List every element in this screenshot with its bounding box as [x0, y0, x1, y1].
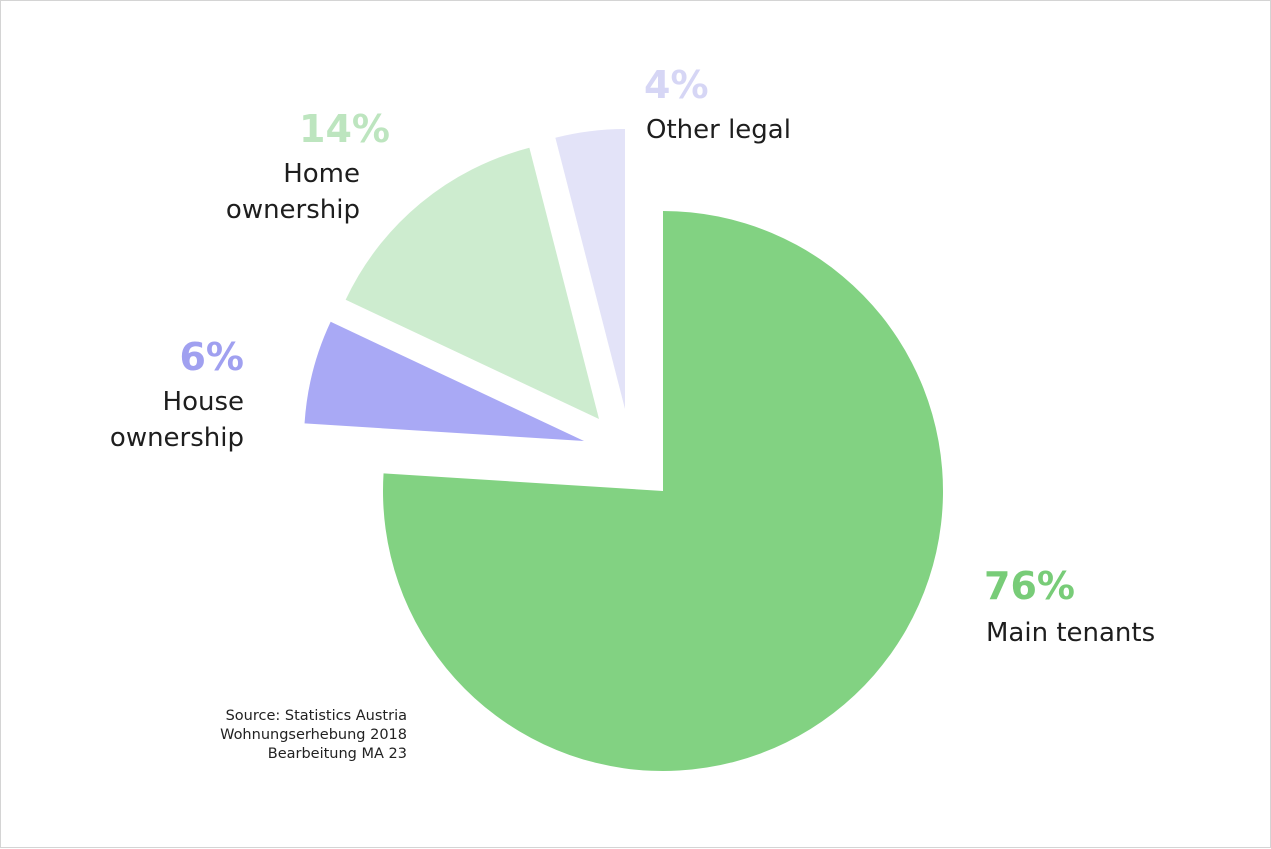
source-note: Source: Statistics Austria Wohnungserheb… [220, 707, 407, 764]
pie-slice [345, 147, 599, 419]
slice-label: House ownership [109, 387, 244, 453]
slice-label: Other legal [646, 115, 791, 145]
source-line: Wohnungserhebung 2018 [220, 727, 407, 743]
pie-slice [383, 211, 943, 771]
slice-label: Main tenants [986, 618, 1156, 648]
source-line: Source: Statistics Austria [225, 708, 407, 724]
slice-label: Home ownership [225, 159, 360, 225]
pie-slice [304, 321, 584, 441]
value-label: 4% [644, 63, 709, 107]
value-label: 14% [299, 107, 390, 151]
value-label: 6% [179, 335, 244, 379]
value-label: 76% [984, 564, 1075, 608]
source-line: Bearbeitung MA 23 [267, 746, 407, 762]
pie-slice [555, 129, 625, 409]
